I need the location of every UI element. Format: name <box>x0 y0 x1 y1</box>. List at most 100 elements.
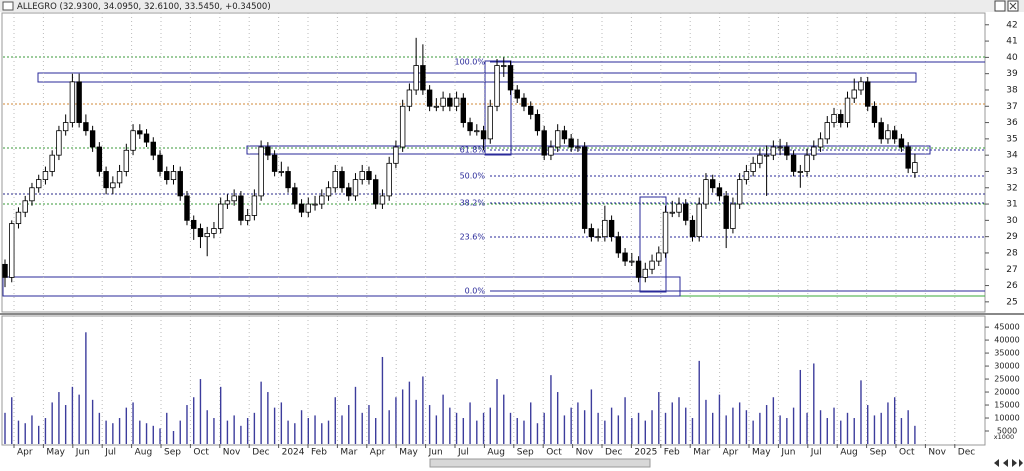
candle-body <box>312 203 318 206</box>
y-tick-label: 28 <box>1006 248 1018 258</box>
candle-body <box>588 228 595 238</box>
candle-body <box>49 154 55 172</box>
x-tick-label: 2024 <box>282 448 305 458</box>
candle-body <box>372 179 379 205</box>
y2-tick-label: 35000 <box>994 349 1019 358</box>
candle-body <box>575 146 581 149</box>
x-tick-label: Apr <box>17 448 33 458</box>
zone-box <box>484 60 512 156</box>
level-lines <box>2 56 985 297</box>
x-tick-label: Dec <box>252 448 269 458</box>
candle-body <box>528 105 534 115</box>
y-tick-label: 38 <box>1006 85 1018 95</box>
candle-body <box>757 154 763 164</box>
maximize-button[interactable] <box>994 0 1006 12</box>
candle-body <box>460 97 467 123</box>
x-tick-label: Nov <box>576 448 594 458</box>
candle-body <box>703 179 709 205</box>
candle-body <box>581 146 588 229</box>
candle-body <box>426 89 433 107</box>
candle-body <box>285 171 291 189</box>
y2-tick-label: 45000 <box>994 323 1019 332</box>
candle-body <box>197 228 204 238</box>
x-tick-label: Mar <box>340 448 357 458</box>
y-tick-label: 35 <box>1006 134 1017 144</box>
candle-body <box>420 65 426 91</box>
candle-body <box>258 146 264 197</box>
x-tick-label: Aug <box>135 448 153 458</box>
candle-body <box>386 162 392 197</box>
x-tick-label: Apr <box>723 448 739 458</box>
candle-body <box>602 219 608 238</box>
y-tick-label: 40 <box>1006 53 1018 63</box>
candle-body <box>453 97 460 107</box>
candle-body <box>123 149 130 172</box>
candle-body <box>716 187 723 197</box>
fib-label: 23.6% <box>460 233 486 242</box>
y-tick-label: 31 <box>1006 200 1017 210</box>
y2-tick-label: 30000 <box>994 362 1019 371</box>
y-tick-label: 30 <box>1006 216 1018 226</box>
candle-body <box>629 260 635 263</box>
candle-body <box>271 154 278 172</box>
candle-body <box>359 171 365 181</box>
candle-body <box>683 203 689 221</box>
scrollbar-thumb[interactable] <box>429 458 651 468</box>
x-tick-label: Jun <box>428 448 443 458</box>
candle-body <box>116 171 123 184</box>
candle-body <box>298 203 305 213</box>
y2-tick-label: 10000 <box>994 414 1019 423</box>
candle-body <box>844 97 851 123</box>
x-tick-label: Jun <box>780 448 795 458</box>
fib-label: 100.0% <box>454 58 485 67</box>
fib-label: 0.0% <box>465 287 486 296</box>
x-tick-label: Apr <box>370 448 386 458</box>
candle-body <box>838 114 844 123</box>
y-tick-label: 25 <box>1006 297 1017 307</box>
candle-body <box>548 146 554 156</box>
candle-body <box>191 219 197 229</box>
candle-body <box>76 81 82 123</box>
x-tick-label: May <box>399 448 418 458</box>
x-tick-label: Sep <box>517 448 534 458</box>
candle-body <box>662 211 669 254</box>
candle-body <box>487 105 493 140</box>
volume-panel <box>1 315 986 446</box>
x-tick-label: Dec <box>605 448 622 458</box>
candle-body <box>770 146 777 156</box>
candle-body <box>656 252 662 262</box>
candle-body <box>514 89 520 99</box>
candle-body <box>635 260 642 278</box>
candle-body <box>42 171 49 181</box>
candle-body <box>467 122 473 132</box>
zone-box <box>37 72 917 83</box>
y2-tick-label: 20000 <box>994 388 1019 397</box>
candle-body <box>817 138 824 148</box>
nav-arrows[interactable] <box>994 459 1023 467</box>
candle-body <box>790 154 797 172</box>
candle-body <box>824 122 830 140</box>
chart-title: ALLEGRO (32.9300, 34.0950, 32.6100, 33.5… <box>17 2 271 12</box>
candle-body <box>777 146 783 149</box>
x-tick-label: Jun <box>75 448 90 458</box>
candle-body <box>137 130 143 135</box>
price-panel <box>1 12 986 313</box>
x-tick-label: Aug <box>840 448 858 458</box>
candle-body <box>238 195 244 221</box>
candle-body <box>366 171 372 181</box>
candle-body <box>9 223 15 278</box>
y2-tick-label: 40000 <box>994 336 1019 345</box>
candle-body <box>69 81 76 123</box>
candle-body <box>292 187 298 205</box>
candle-body <box>730 203 736 229</box>
y-tick-label: 33 <box>1006 167 1017 177</box>
y-tick-label: 26 <box>1006 281 1018 291</box>
candle-body <box>554 130 561 148</box>
candle-body <box>379 195 386 205</box>
candle-body <box>905 146 911 169</box>
y-tick-label: 41 <box>1006 37 1017 47</box>
candle-body <box>521 97 527 107</box>
candle-body <box>211 228 217 234</box>
candle-body <box>615 236 622 254</box>
